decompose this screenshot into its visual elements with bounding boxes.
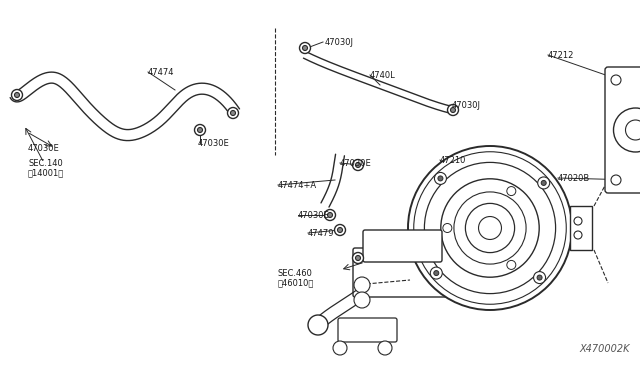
Circle shape	[355, 256, 360, 260]
Text: 4740L: 4740L	[370, 71, 396, 80]
Circle shape	[574, 231, 582, 239]
Circle shape	[447, 105, 458, 115]
Circle shape	[614, 108, 640, 152]
Text: 47030E: 47030E	[28, 144, 60, 153]
Circle shape	[353, 253, 364, 263]
FancyBboxPatch shape	[353, 248, 487, 297]
Circle shape	[337, 228, 342, 232]
FancyBboxPatch shape	[605, 67, 640, 193]
Circle shape	[15, 93, 19, 97]
Circle shape	[534, 272, 545, 283]
Text: 47212: 47212	[548, 51, 574, 60]
Text: 47020B: 47020B	[558, 173, 590, 183]
Circle shape	[324, 209, 335, 221]
Circle shape	[328, 212, 333, 218]
Text: SEC.460: SEC.460	[278, 269, 313, 278]
Text: 47030E: 47030E	[298, 211, 330, 219]
Circle shape	[354, 292, 370, 308]
Text: 47474+A: 47474+A	[278, 180, 317, 189]
Text: 47030J: 47030J	[325, 38, 354, 46]
Circle shape	[303, 45, 307, 51]
Circle shape	[308, 315, 328, 335]
Circle shape	[479, 217, 502, 240]
Circle shape	[354, 277, 370, 293]
Text: 47210: 47210	[440, 155, 467, 164]
FancyBboxPatch shape	[363, 230, 442, 262]
Text: 47030E: 47030E	[340, 158, 372, 167]
Circle shape	[611, 175, 621, 185]
Circle shape	[333, 341, 347, 355]
Circle shape	[441, 179, 539, 277]
Circle shape	[625, 120, 640, 140]
Circle shape	[435, 173, 447, 185]
Text: 。14001〉: 。14001〉	[28, 169, 64, 177]
Circle shape	[507, 187, 516, 196]
Circle shape	[195, 125, 205, 135]
Circle shape	[413, 152, 566, 304]
Circle shape	[454, 192, 526, 264]
Text: 47030E: 47030E	[198, 138, 230, 148]
Circle shape	[300, 42, 310, 54]
Circle shape	[230, 110, 236, 115]
Circle shape	[198, 128, 202, 132]
Circle shape	[12, 90, 22, 100]
Circle shape	[537, 275, 542, 280]
Circle shape	[465, 203, 515, 253]
Circle shape	[538, 177, 550, 189]
Circle shape	[335, 224, 346, 235]
Text: 。46010〉: 。46010〉	[278, 279, 314, 288]
Circle shape	[378, 341, 392, 355]
Circle shape	[353, 160, 364, 170]
Circle shape	[408, 146, 572, 310]
Circle shape	[355, 163, 360, 167]
Circle shape	[574, 217, 582, 225]
Circle shape	[541, 180, 546, 185]
FancyBboxPatch shape	[338, 318, 397, 342]
Circle shape	[438, 176, 443, 181]
Text: 47030J: 47030J	[452, 100, 481, 109]
Circle shape	[430, 267, 442, 279]
Circle shape	[434, 270, 439, 276]
Text: SEC.140: SEC.140	[28, 158, 63, 167]
Text: X470002K: X470002K	[579, 344, 630, 354]
Circle shape	[451, 108, 456, 112]
FancyBboxPatch shape	[570, 206, 592, 250]
Text: 47479: 47479	[308, 228, 335, 237]
Text: 47474: 47474	[148, 67, 175, 77]
Circle shape	[507, 260, 516, 269]
Circle shape	[424, 163, 556, 294]
Circle shape	[227, 108, 239, 119]
Circle shape	[443, 224, 452, 232]
Circle shape	[611, 75, 621, 85]
